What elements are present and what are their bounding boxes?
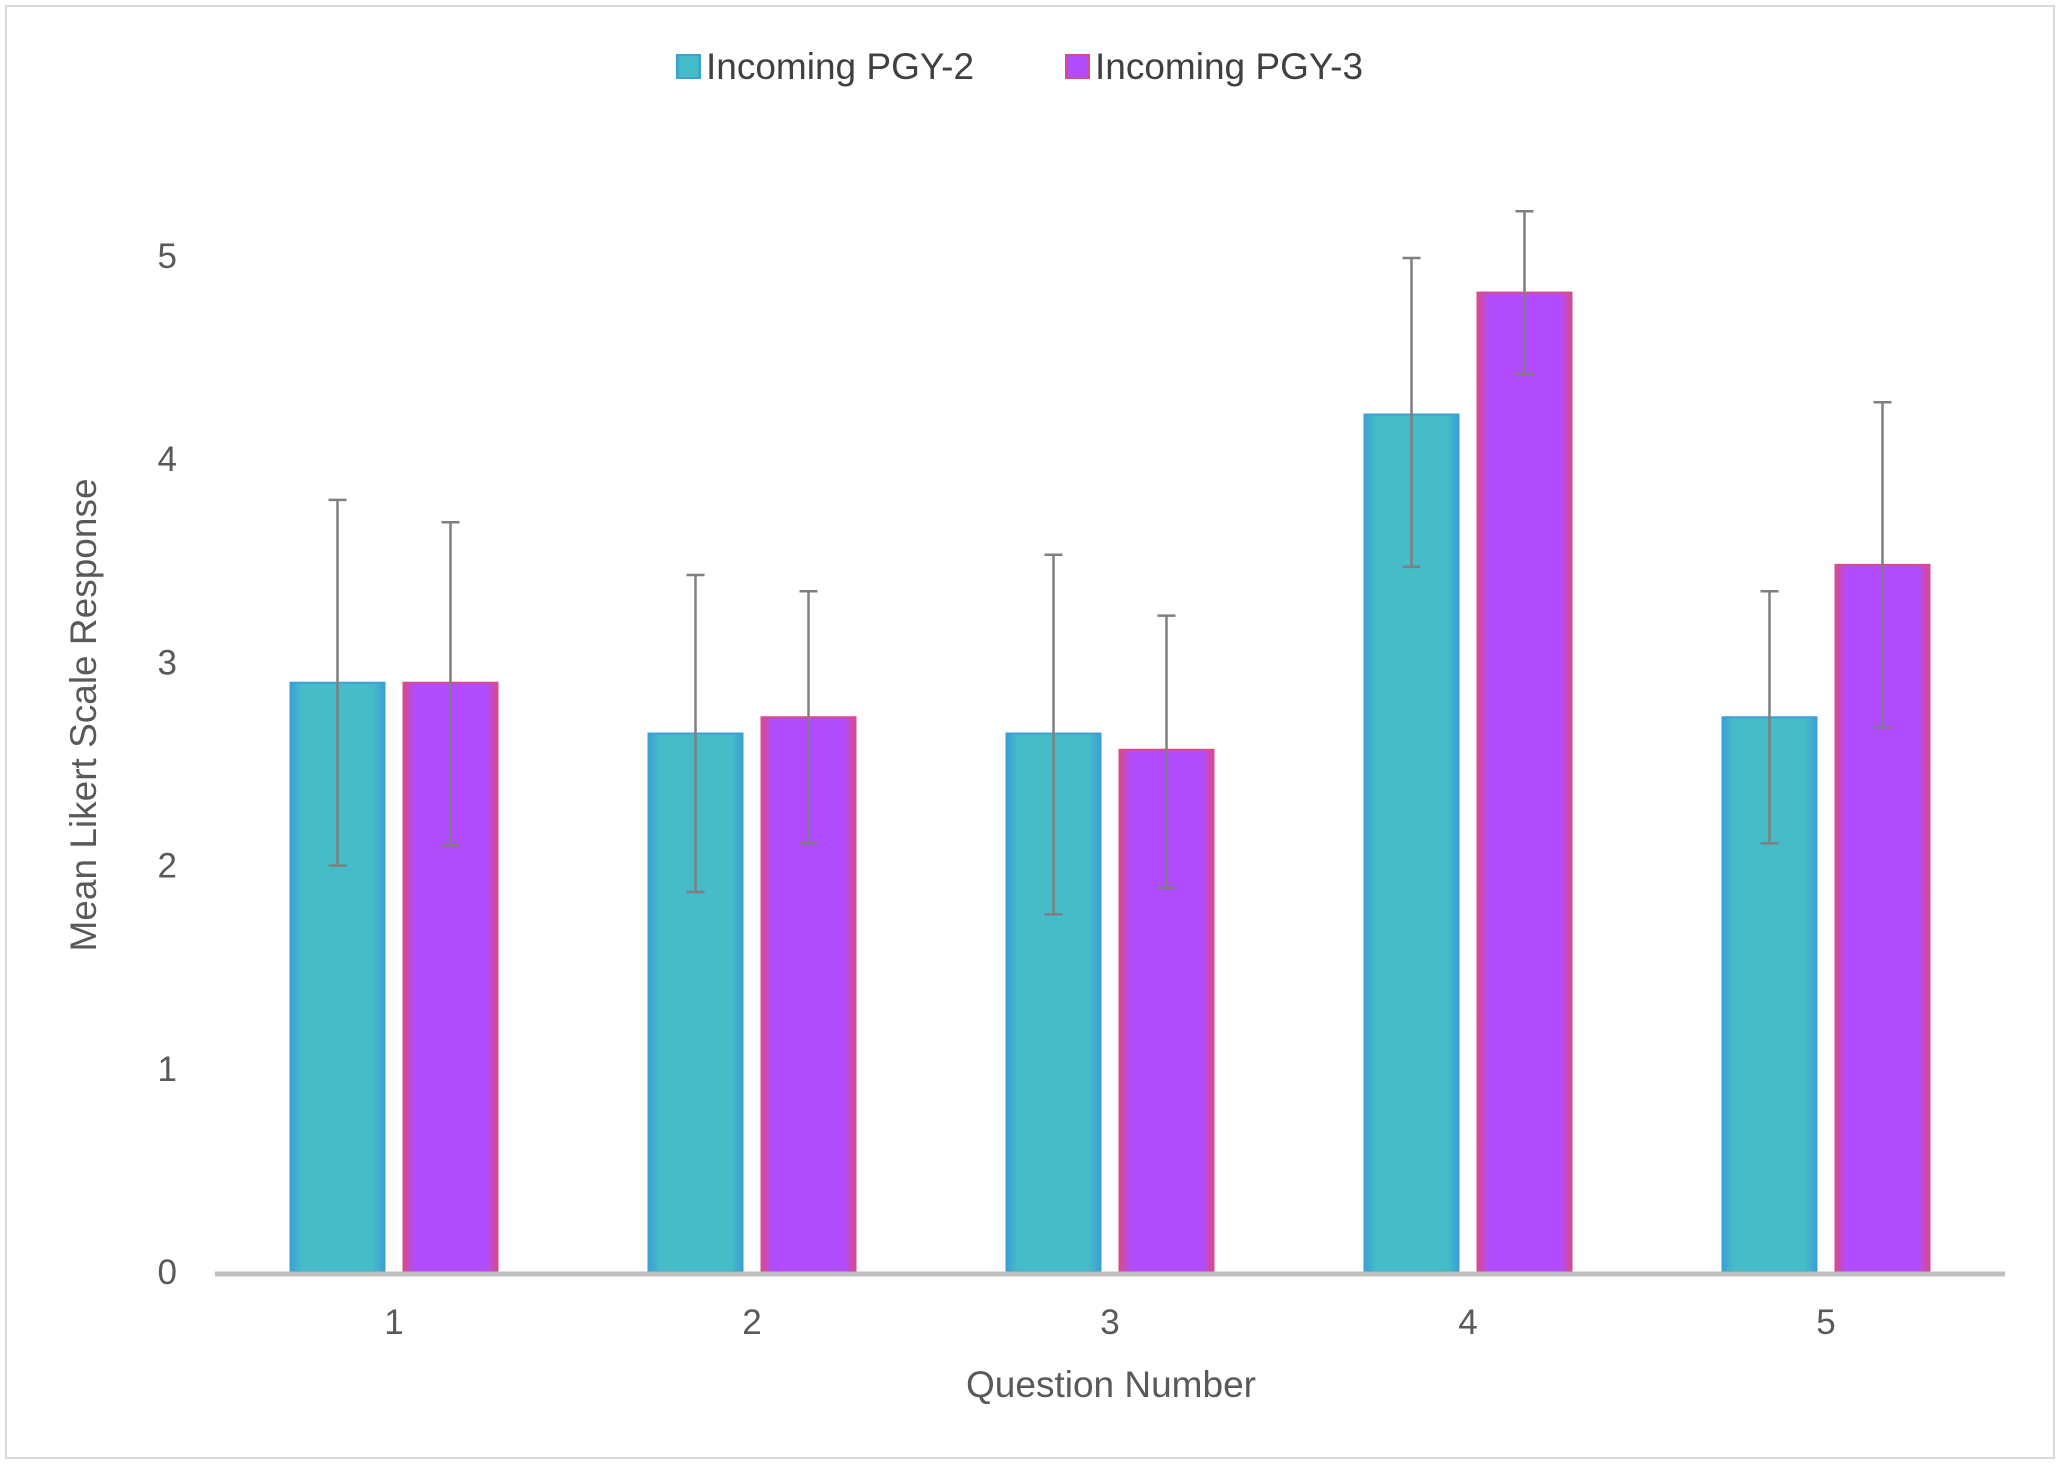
y-tick-label: 5 xyxy=(158,237,177,276)
x-axis-ticks: 1 2 3 4 5 xyxy=(384,1303,1835,1342)
error-bar-s2-q1 xyxy=(441,520,460,847)
error-bar-s1-q1 xyxy=(328,498,347,867)
x-tick-label: 1 xyxy=(384,1303,403,1342)
error-bars xyxy=(328,210,1892,916)
error-bar-s1-q5 xyxy=(1760,590,1779,845)
error-bar-s1-q4 xyxy=(1402,256,1421,569)
x-tick-label: 5 xyxy=(1816,1303,1835,1342)
legend-swatch-pgy2 xyxy=(676,54,701,79)
x-axis-title: Question Number xyxy=(966,1364,1256,1405)
y-tick-label: 2 xyxy=(158,847,177,886)
y-tick-label: 4 xyxy=(158,440,177,479)
x-tick-label: 4 xyxy=(1458,1303,1477,1342)
y-tick-label: 3 xyxy=(158,643,177,682)
bars xyxy=(289,291,1931,1274)
y-axis-title: Mean Likert Scale Response xyxy=(63,478,104,951)
x-tick-label: 2 xyxy=(742,1303,761,1342)
error-bar-s2-q5 xyxy=(1873,401,1892,729)
legend-label-pgy2: Incoming PGY-2 xyxy=(706,46,974,87)
error-bar-s2-q4 xyxy=(1515,210,1534,376)
y-axis-ticks: 0 1 2 3 4 5 xyxy=(158,237,177,1292)
y-tick-label: 0 xyxy=(158,1253,177,1292)
error-bar-s1-q2 xyxy=(686,573,705,894)
error-bar-s2-q3 xyxy=(1157,614,1176,890)
legend-swatch-pgy3 xyxy=(1065,54,1090,79)
bar-s2-q4 xyxy=(1476,291,1573,1273)
error-bar-s2-q2 xyxy=(799,590,818,845)
y-tick-label: 1 xyxy=(158,1050,177,1089)
error-bar-s1-q3 xyxy=(1044,553,1063,916)
legend: Incoming PGY-2 Incoming PGY-3 xyxy=(676,46,1363,87)
legend-label-pgy3: Incoming PGY-3 xyxy=(1095,46,1363,87)
x-tick-label: 3 xyxy=(1100,1303,1119,1342)
